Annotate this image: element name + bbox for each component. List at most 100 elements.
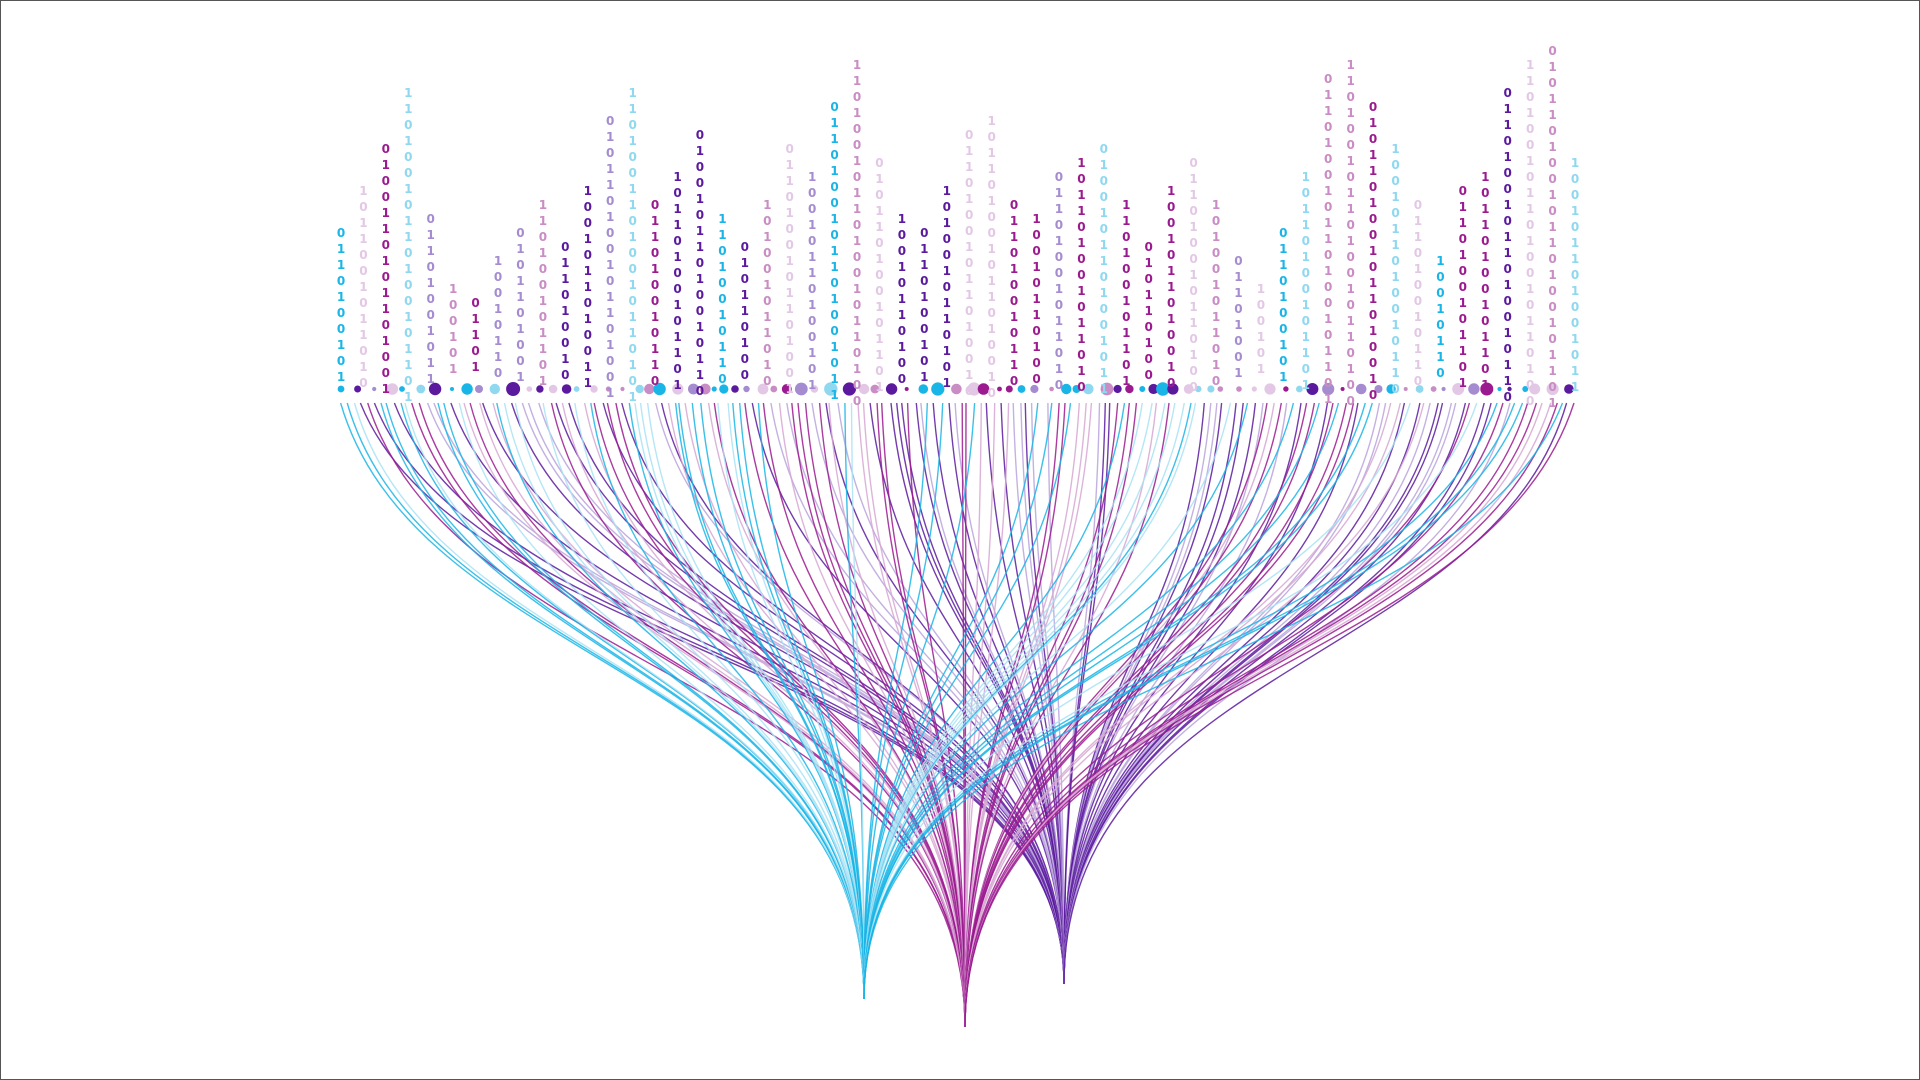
- dot: [1340, 387, 1345, 391]
- binary-column: 0100110101101001: [378, 142, 393, 398]
- flow-curve: [964, 402, 1010, 1028]
- flow-curve: [393, 402, 1065, 985]
- flow-curve: [964, 402, 1093, 1028]
- dot: [1195, 385, 1202, 393]
- dot: [794, 382, 808, 396]
- dot: [1415, 385, 1424, 393]
- binary-column: 01101001011010: [1051, 170, 1066, 394]
- dot: [1546, 382, 1559, 396]
- dot: [870, 384, 880, 394]
- binary-column: 0110100101101: [1455, 184, 1470, 392]
- flow-curve: [1047, 402, 1065, 985]
- dot: [997, 386, 1002, 392]
- flow-curve: [863, 402, 1053, 1000]
- flow-curve: [964, 402, 1552, 1028]
- dot: [918, 384, 929, 394]
- flow-curve: [863, 402, 976, 1000]
- flow-curve: [574, 402, 865, 1000]
- dot: [781, 384, 792, 394]
- dot: [1468, 383, 1480, 395]
- dot: [1236, 386, 1242, 392]
- flow-curve: [863, 402, 1039, 1000]
- dot: [399, 386, 405, 392]
- dot: [536, 385, 544, 393]
- flow-curve: [964, 402, 967, 1028]
- flow-curve: [590, 402, 865, 1000]
- dot: [635, 384, 644, 394]
- flow-curve: [1063, 402, 1439, 985]
- flow-curve: [964, 402, 1558, 1028]
- flow-curve: [786, 402, 1065, 985]
- binary-column: 1101001011010010110100: [850, 58, 865, 410]
- dot: [428, 382, 442, 396]
- flow-curve: [863, 402, 1564, 1000]
- dot: [743, 385, 750, 393]
- dot: [757, 383, 769, 395]
- binary-column: 101001011010: [760, 198, 775, 390]
- flow-curve: [646, 402, 865, 1000]
- binary-column: 10010110100: [894, 212, 909, 388]
- dot: [620, 386, 625, 392]
- binary-column: 011010010110: [1410, 198, 1425, 390]
- dot: [1156, 382, 1170, 396]
- dot: [1049, 386, 1054, 392]
- binary-column: 010110100101101001: [603, 114, 618, 402]
- dot: [1529, 383, 1541, 395]
- dot: [1167, 383, 1179, 395]
- binary-column: 110100101101: [1119, 198, 1134, 390]
- flow-curve: [353, 402, 865, 1000]
- dot: [699, 383, 711, 395]
- dot: [885, 383, 898, 395]
- dot: [1207, 385, 1215, 393]
- dot: [967, 382, 981, 396]
- binary-column: 01101001: [1231, 254, 1246, 382]
- flow-curve: [863, 402, 1498, 1000]
- flow-curve: [863, 402, 1373, 1000]
- dot: [1072, 385, 1081, 393]
- flow-curve: [964, 402, 1401, 1028]
- dot: [1139, 386, 1146, 392]
- flow-curve: [881, 402, 966, 1028]
- flow-curve: [628, 402, 865, 1000]
- flow-curve: [1030, 402, 1065, 985]
- dot: [931, 382, 945, 396]
- binary-column: 10110100101101: [1298, 170, 1313, 394]
- dot: [1183, 384, 1194, 394]
- binary-column: 100101101001011: [1568, 156, 1582, 396]
- flow-curve: [863, 402, 1366, 1000]
- flow-curve: [863, 402, 1478, 1000]
- binary-column: 011010010110: [1007, 198, 1022, 390]
- dot: [672, 383, 684, 395]
- dot: [526, 386, 533, 392]
- binary-column: 011010010: [558, 240, 573, 384]
- flow-curve: [1063, 402, 1212, 985]
- binary-column: 0110100101: [1276, 226, 1291, 386]
- flow-curve: [751, 402, 1065, 985]
- binary-column: 011010010110: [648, 198, 663, 390]
- flow-curve: [380, 402, 865, 1000]
- binary-column: 0101101001: [513, 226, 528, 386]
- dot: [1296, 385, 1303, 393]
- flow-curve: [863, 402, 928, 1000]
- dot: [1306, 383, 1319, 395]
- dot: [1251, 386, 1257, 392]
- flow-curve: [538, 402, 1065, 985]
- flow-curve: [964, 402, 1471, 1028]
- dot: [711, 386, 717, 392]
- dot: [337, 385, 345, 393]
- flow-curve: [863, 402, 1340, 1000]
- flow-curve: [503, 402, 865, 1000]
- flow-curve: [964, 402, 1425, 1028]
- dot: [1403, 387, 1408, 391]
- binary-column: 01101001011010010110: [1500, 86, 1515, 406]
- dot: [1283, 386, 1289, 392]
- dot: [719, 384, 729, 394]
- flow-curve: [615, 402, 966, 1028]
- dot: [1441, 386, 1446, 392]
- flow-curve: [1063, 402, 1244, 985]
- flow-curve: [458, 402, 865, 1000]
- flow-curve: [863, 402, 1295, 1000]
- binary-column: 01101: [468, 296, 483, 376]
- dot: [354, 385, 362, 393]
